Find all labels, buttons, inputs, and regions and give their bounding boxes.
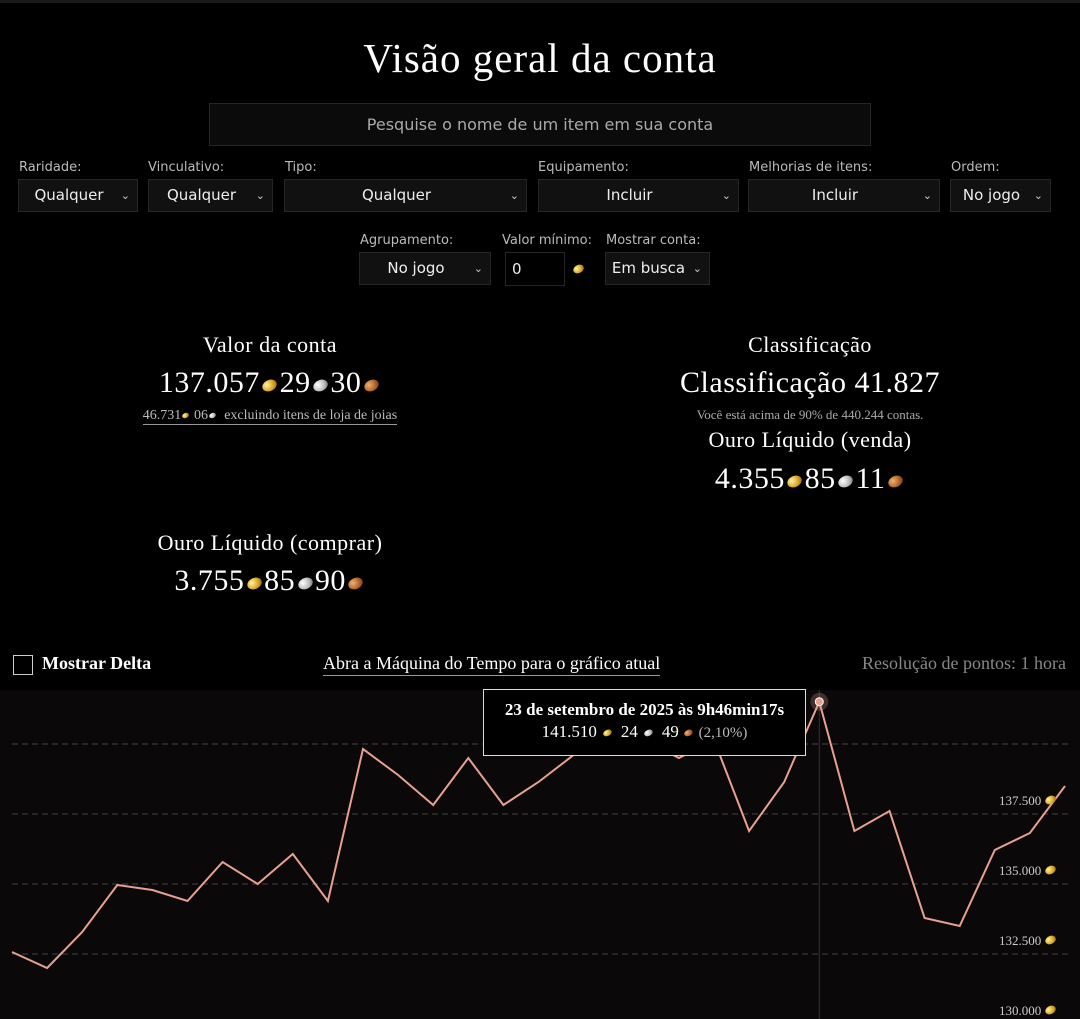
upgrades-select[interactable]: Incluir ⌄ <box>748 179 940 212</box>
silver-amount: 85 <box>804 462 836 495</box>
rarity-select[interactable]: Qualquer ⌄ <box>18 179 138 212</box>
show-account-value: Em busca <box>611 259 686 277</box>
account-value-heading: Valor da conta <box>202 332 338 357</box>
tooltip-change: (2,10%) <box>698 725 748 741</box>
order-label: Ordem: <box>951 160 1000 175</box>
gold-coin-icon <box>1044 864 1058 876</box>
copper-amount: 11 <box>855 462 886 495</box>
min-value-input[interactable]: 0 <box>505 252 565 286</box>
show-delta-checkbox[interactable] <box>13 655 33 675</box>
ranking-value: Classificação 41.827 <box>680 366 940 399</box>
gold-coin-icon <box>601 728 612 738</box>
tooltip-value: 141.510 24 49 (2,10%) <box>484 722 805 742</box>
chart-tooltip: 23 de setembro de 2025 às 9h46min17s 141… <box>483 689 806 756</box>
show-account-select[interactable]: Em busca ⌄ <box>605 252 710 285</box>
chevron-down-icon: ⌄ <box>255 189 265 202</box>
top-border <box>0 0 1080 3</box>
tooltip-copper: 49 <box>661 722 679 741</box>
ranking-note: Você está acima de 90% de 440.244 contas… <box>696 407 924 422</box>
highlight-point[interactable] <box>814 697 824 707</box>
excl-silver: 06 <box>193 408 208 423</box>
liquid-buy-heading: Ouro Líquido (comprar) <box>157 530 383 555</box>
binding-value: Qualquer <box>166 186 237 204</box>
y-tick-label: 135.000 <box>999 863 1058 879</box>
page-title: Visão geral da conta <box>363 35 717 81</box>
copper-amount: 30 <box>330 366 362 399</box>
liquid-sell-heading: Ouro Líquido (venda) <box>708 427 912 452</box>
type-select[interactable]: Qualquer ⌄ <box>284 179 527 212</box>
account-value-amount: 137.057 29 30 <box>70 366 470 400</box>
resolution-label: Resolução de pontos: 1 hora <box>862 653 1066 673</box>
excl-text: excluindo itens de loja de joias <box>224 408 398 423</box>
silver-amount: 85 <box>264 564 296 597</box>
chevron-down-icon: ⌄ <box>1033 189 1043 202</box>
gold-coin-icon <box>1044 934 1058 946</box>
time-machine-link[interactable]: Abra a Máquina do Tempo para o gráfico a… <box>323 653 661 676</box>
y-tick-label: 132.500 <box>999 933 1058 949</box>
excl-gold: 46.731 <box>142 408 182 423</box>
grouping-select[interactable]: No jogo ⌄ <box>359 252 491 285</box>
silver-coin-icon <box>836 473 855 490</box>
silver-coin-icon <box>208 412 217 420</box>
gold-coin-icon <box>1044 1004 1058 1016</box>
gold-amount: 4.355 <box>714 462 785 495</box>
upgrades-label: Melhorias de itens: <box>749 160 873 175</box>
gold-amount: 137.057 <box>158 366 260 399</box>
copper-coin-icon <box>683 728 694 738</box>
chevron-down-icon: ⌄ <box>120 189 130 202</box>
tooltip-silver: 24 <box>620 722 638 741</box>
silver-coin-icon <box>295 575 315 592</box>
copper-coin-icon <box>346 575 365 592</box>
gold-coin-icon <box>260 377 279 394</box>
y-tick-label: 130.000 <box>999 1003 1058 1019</box>
copper-amount: 90 <box>314 564 346 597</box>
y-tick-text: 130.000 <box>999 1003 1042 1018</box>
show-delta-label[interactable]: Mostrar Delta <box>42 653 152 673</box>
gold-coin-icon <box>181 412 191 420</box>
chevron-down-icon: ⌄ <box>922 189 932 202</box>
rarity-label: Raridade: <box>19 160 82 175</box>
liquid-buy-amount: 3.755 85 90 <box>70 564 470 598</box>
y-tick-text: 137.500 <box>999 793 1042 808</box>
tooltip-date: 23 de setembro de 2025 às 9h46min17s <box>504 700 785 719</box>
tooltip-gold: 141.510 <box>541 722 597 741</box>
chevron-down-icon: ⌄ <box>509 189 519 202</box>
min-value-label: Valor mínimo: <box>502 233 593 248</box>
y-tick-text: 135.000 <box>999 863 1042 878</box>
binding-label: Vinculativo: <box>148 160 225 175</box>
gold-amount: 3.755 <box>174 564 245 597</box>
type-label: Tipo: <box>285 160 317 175</box>
show-account-label: Mostrar conta: <box>606 233 701 248</box>
liquid-sell-amount: 4.355 85 11 <box>610 462 1010 496</box>
copper-coin-icon <box>362 377 381 394</box>
equipment-value: Incluir <box>606 186 653 204</box>
gold-coin-icon <box>1044 794 1058 806</box>
equipment-select[interactable]: Incluir ⌄ <box>538 179 739 212</box>
excluding-gem-store-link[interactable]: 46.731 06 excluindo itens de loja de joi… <box>70 408 470 425</box>
search-input[interactable]: Pesquise o nome de um item em sua conta <box>209 103 871 146</box>
upgrades-value: Incluir <box>811 186 859 204</box>
silver-coin-icon <box>311 377 330 394</box>
gold-coin-icon <box>245 575 264 592</box>
rarity-value: Qualquer <box>34 186 104 204</box>
grouping-value: No jogo <box>387 259 445 277</box>
ranking-heading: Classificação <box>748 332 872 357</box>
chevron-down-icon: ⌄ <box>721 189 731 202</box>
binding-select[interactable]: Qualquer ⌄ <box>148 179 273 212</box>
order-select[interactable]: No jogo ⌄ <box>950 179 1051 212</box>
chevron-down-icon: ⌄ <box>473 262 483 275</box>
gold-coin-icon <box>785 473 804 490</box>
chevron-down-icon: ⌄ <box>692 262 702 275</box>
grouping-label: Agrupamento: <box>360 233 454 248</box>
silver-coin-icon <box>642 728 653 738</box>
type-value: Qualquer <box>361 186 432 204</box>
order-value: No jogo <box>962 186 1021 204</box>
equipment-label: Equipamento: <box>538 160 629 175</box>
copper-coin-icon <box>886 473 905 490</box>
series-line <box>11 698 1066 970</box>
gold-coin-icon <box>571 263 585 275</box>
y-tick-text: 132.500 <box>999 933 1042 948</box>
silver-amount: 29 <box>279 366 311 399</box>
y-tick-label: 137.500 <box>999 793 1058 809</box>
